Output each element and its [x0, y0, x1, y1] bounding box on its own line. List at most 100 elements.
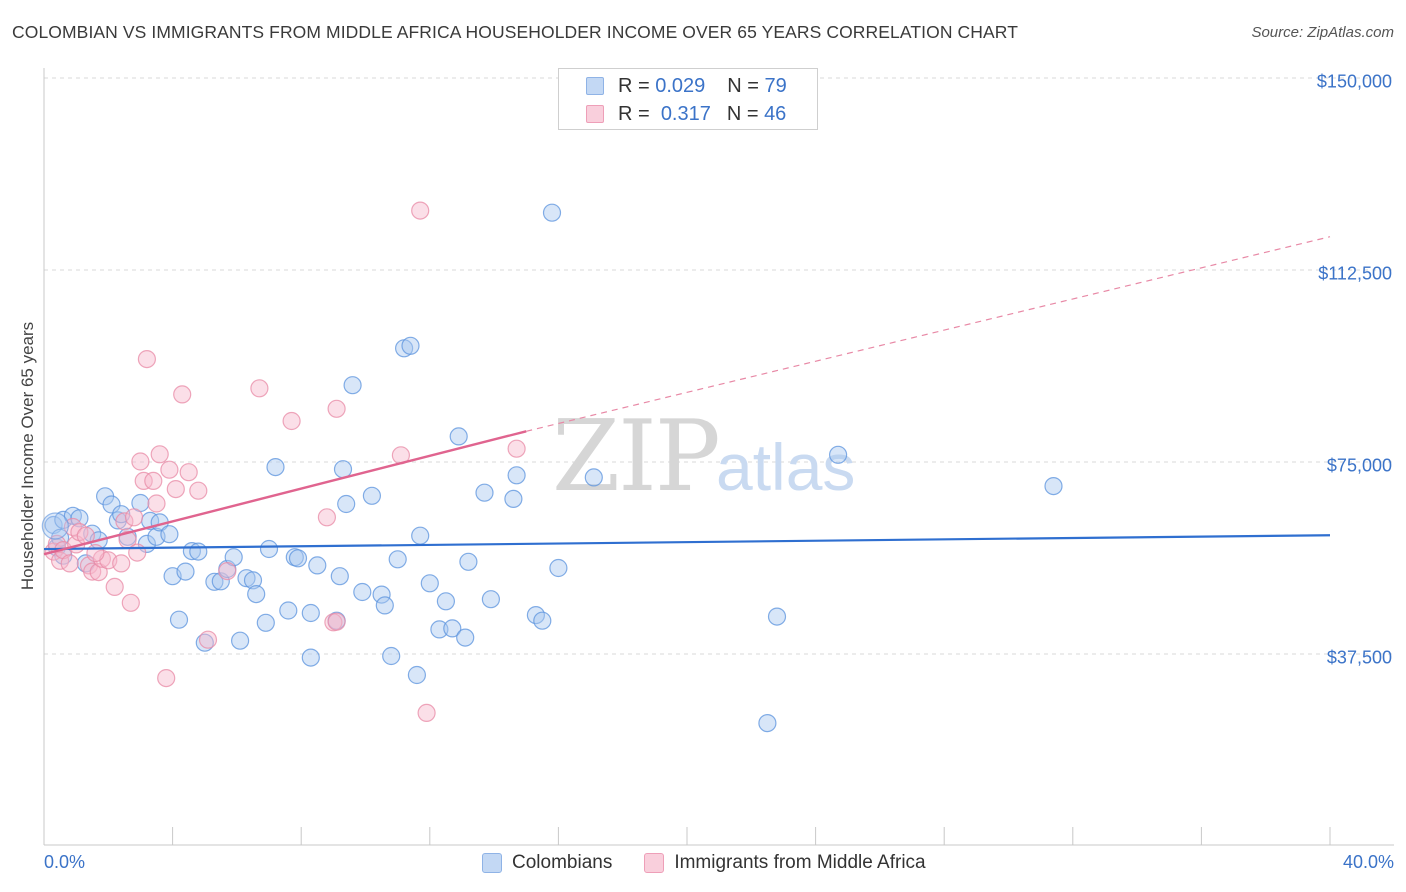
point-colombians[interactable] — [475, 483, 494, 502]
point-colombians[interactable] — [160, 525, 179, 544]
point-colombians[interactable] — [337, 494, 356, 514]
point-colombians[interactable] — [401, 336, 420, 355]
point-colombians[interactable] — [256, 613, 275, 632]
point-middle-africa[interactable] — [134, 471, 153, 490]
point-colombians[interactable] — [362, 486, 381, 505]
point-cluster-colombians[interactable] — [41, 512, 69, 540]
point-colombians[interactable] — [279, 601, 298, 620]
point-colombians[interactable] — [584, 468, 603, 487]
point-middle-africa[interactable] — [507, 439, 526, 458]
x-tick-label: 0.0% — [44, 852, 86, 872]
legend-n-value: 79 — [764, 74, 787, 97]
point-colombians[interactable] — [420, 574, 439, 593]
point-colombians[interactable] — [189, 542, 208, 561]
point-middle-africa[interactable] — [131, 452, 150, 471]
y-tick-label: $112,500 — [1318, 263, 1392, 284]
point-colombians[interactable] — [459, 552, 478, 571]
point-colombians[interactable] — [102, 495, 121, 514]
point-middle-africa[interactable] — [115, 512, 134, 531]
point-middle-africa[interactable] — [250, 379, 269, 398]
point-middle-africa[interactable] — [317, 508, 336, 527]
point-colombians[interactable] — [301, 648, 320, 667]
correlation-legend: R = 0.029 N = 79 R = 0.317 N = 46 — [558, 68, 818, 130]
point-middle-africa[interactable] — [124, 508, 144, 527]
point-middle-africa[interactable] — [147, 494, 166, 513]
point-colombians[interactable] — [411, 526, 430, 545]
gridlines — [44, 77, 1394, 655]
point-colombians[interactable] — [388, 550, 407, 569]
point-colombians[interactable] — [54, 510, 73, 530]
point-middle-africa[interactable] — [105, 577, 124, 597]
point-colombians[interactable] — [343, 376, 362, 395]
point-colombians[interactable] — [308, 556, 327, 575]
point-middle-africa[interactable] — [327, 612, 346, 631]
point-colombians[interactable] — [533, 611, 552, 630]
point-middle-africa[interactable] — [137, 350, 156, 369]
point-colombians[interactable] — [169, 610, 189, 629]
point-middle-africa[interactable] — [327, 399, 346, 418]
point-colombians[interactable] — [301, 603, 320, 623]
point-middle-africa[interactable] — [157, 668, 176, 688]
point-colombians[interactable] — [353, 582, 372, 602]
point-middle-africa[interactable] — [282, 411, 301, 431]
point-colombians[interactable] — [549, 558, 568, 578]
point-colombians[interactable] — [375, 596, 394, 615]
point-colombians[interactable] — [333, 460, 353, 479]
point-colombians[interactable] — [382, 646, 401, 666]
legend-n-label: N = — [727, 74, 759, 97]
point-colombians[interactable] — [237, 569, 256, 588]
point-colombians[interactable] — [507, 466, 526, 485]
point-middle-africa[interactable] — [112, 554, 131, 573]
point-middle-africa[interactable] — [150, 445, 169, 464]
point-colombians[interactable] — [443, 619, 462, 638]
point-middle-africa[interactable] — [189, 481, 208, 500]
point-middle-africa[interactable] — [173, 385, 192, 404]
legend-swatch-middle-africa — [586, 105, 604, 123]
point-colombians[interactable] — [1044, 477, 1063, 496]
point-colombians[interactable] — [330, 567, 349, 586]
point-colombians[interactable] — [758, 713, 777, 733]
point-colombians[interactable] — [481, 590, 500, 609]
point-middle-africa[interactable] — [411, 201, 430, 220]
legend-item-colombians[interactable]: Colombians — [482, 852, 612, 874]
point-colombians[interactable] — [266, 458, 285, 477]
watermark-atlas: atlas — [716, 430, 855, 504]
point-middle-africa[interactable] — [83, 562, 102, 581]
y-tick-label: $75,000 — [1326, 455, 1392, 476]
point-colombians[interactable] — [205, 572, 224, 591]
point-colombians[interactable] — [542, 203, 562, 222]
point-colombians[interactable] — [176, 562, 195, 581]
point-colombians[interactable] — [430, 620, 449, 639]
point-colombians[interactable] — [407, 665, 426, 685]
legend-n-label: N = — [726, 102, 759, 125]
y-tick-label: $150,000 — [1316, 71, 1392, 92]
point-middle-africa[interactable] — [89, 562, 108, 582]
point-colombians[interactable] — [259, 539, 279, 559]
point-middle-africa[interactable] — [144, 471, 163, 490]
point-middle-africa[interactable] — [60, 554, 79, 573]
legend-row-colombians: R = 0.029 N = 79 — [559, 72, 787, 100]
point-middle-africa[interactable] — [160, 460, 179, 479]
point-colombians[interactable] — [504, 489, 523, 508]
point-middle-africa[interactable] — [166, 480, 185, 499]
point-middle-africa[interactable] — [179, 463, 198, 482]
point-colombians[interactable] — [767, 607, 787, 626]
point-colombians[interactable] — [288, 549, 308, 568]
point-middle-africa[interactable] — [198, 630, 218, 649]
point-middle-africa[interactable] — [417, 703, 436, 723]
point-colombians[interactable] — [231, 631, 250, 650]
point-colombians[interactable] — [436, 592, 455, 611]
point-middle-africa[interactable] — [86, 543, 105, 563]
point-middle-africa[interactable] — [121, 593, 140, 612]
point-middle-africa[interactable] — [218, 561, 237, 581]
point-colombians[interactable] — [243, 571, 263, 590]
legend-item-middle-africa[interactable]: Immigrants from Middle Africa — [644, 852, 926, 874]
point-colombians[interactable] — [195, 633, 214, 652]
point-colombians[interactable] — [456, 628, 475, 647]
point-middle-africa[interactable] — [128, 543, 147, 562]
point-colombians[interactable] — [449, 427, 468, 446]
point-colombians[interactable] — [247, 584, 266, 604]
point-colombians[interactable] — [372, 585, 391, 604]
point-colombians[interactable] — [828, 445, 848, 464]
